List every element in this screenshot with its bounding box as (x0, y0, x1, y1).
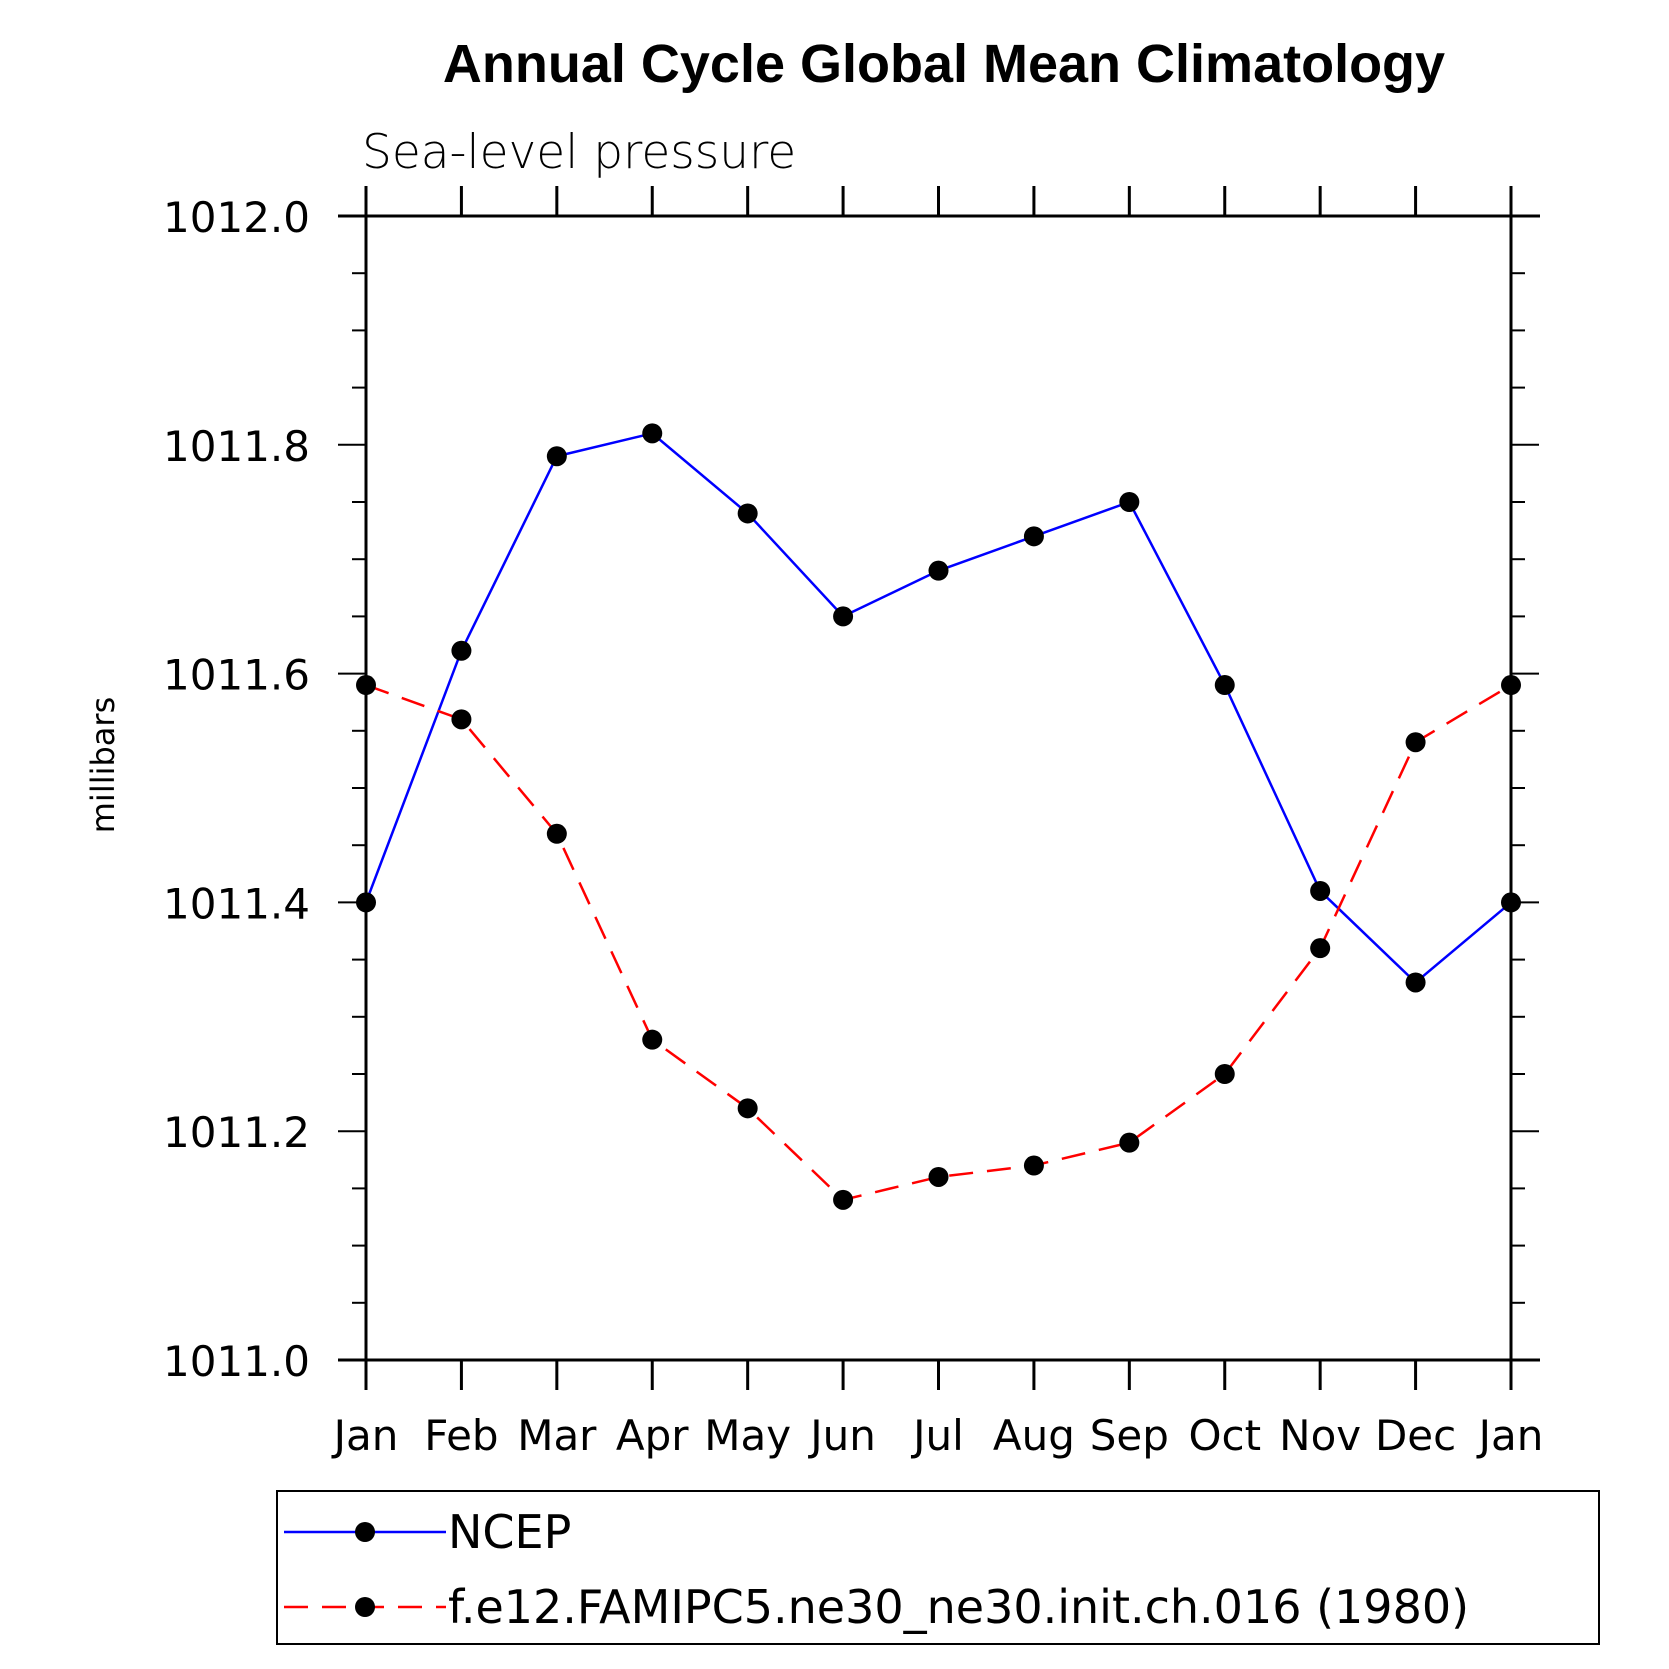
legend-label-1: NCEP (448, 1505, 571, 1559)
axes (338, 186, 1540, 1390)
x-tick-label: Apr (616, 1411, 689, 1460)
x-tick-labels: Jan Feb Mar Apr May Jun Jul Aug Sep Oct Nov Dec Jan (331, 1411, 1544, 1460)
data-point (833, 1189, 854, 1210)
data-point (1214, 1064, 1235, 1084)
data-point (833, 606, 854, 627)
data-point (356, 892, 376, 913)
x-tick-label: Mar (517, 1411, 597, 1460)
chart-subtitle: Sea-level pressure (362, 125, 796, 180)
x-tick-label: Dec (1375, 1411, 1456, 1460)
y-tick-label: 1011.6 (163, 651, 310, 700)
y-tick-label: 1011.8 (163, 422, 310, 471)
data-point (1405, 732, 1426, 753)
data-point (737, 1098, 758, 1119)
data-point (1023, 526, 1044, 547)
data-point (1310, 938, 1331, 959)
y-tick-label: 1011.4 (163, 879, 310, 928)
legend: NCEP f.e12.FAMIPC5.ne30_ne30.init.ch.016 … (276, 1490, 1600, 1645)
x-tick-label: Aug (993, 1411, 1075, 1460)
data-point (928, 560, 949, 581)
x-tick-label: May (704, 1411, 791, 1460)
x-tick-label: Jun (807, 1411, 876, 1460)
data-point (1501, 892, 1521, 913)
series-line-2 (365, 683, 1512, 1202)
data-point (451, 640, 472, 661)
data-point (451, 709, 472, 730)
legend-marker-1 (355, 1522, 375, 1542)
x-tick-label: Jul (910, 1411, 964, 1460)
x-tick-label: Jan (331, 1411, 399, 1460)
y-tick-label: 1011.0 (163, 1337, 310, 1386)
data-point (1214, 675, 1235, 696)
x-tick-label: Jan (1476, 1411, 1544, 1460)
x-tick-label: Oct (1188, 1411, 1261, 1460)
legend-marker-2 (355, 1597, 375, 1617)
data-point (1119, 1132, 1140, 1153)
data-point (1405, 972, 1426, 993)
y-tick-labels: 1011.0 1011.2 1011.4 1011.6 1011.8 1012.0 (163, 193, 310, 1386)
data-point (546, 823, 567, 844)
data-point (1310, 880, 1331, 901)
y-tick-label: 1011.2 (163, 1108, 310, 1157)
series-group (356, 423, 1521, 1210)
data-point (546, 446, 567, 467)
series-line-1 (364, 431, 1512, 985)
y-tick-label: 1012.0 (163, 193, 310, 242)
data-point (928, 1166, 949, 1187)
data-point (642, 1029, 663, 1050)
legend-label-2: f.e12.FAMIPC5.ne30_ne30.init.ch.016 (198… (448, 1580, 1469, 1634)
data-point (737, 503, 758, 524)
x-tick-label: Feb (424, 1411, 498, 1460)
data-point (356, 675, 376, 696)
y-axis-label: millibars (84, 697, 122, 833)
chart-title: Annual Cycle Global Mean Climatology (443, 34, 1445, 94)
data-point (1501, 675, 1521, 696)
data-point (1119, 492, 1140, 512)
legend-box (276, 1490, 1600, 1645)
data-point (642, 423, 663, 444)
x-tick-label: Sep (1090, 1411, 1169, 1460)
x-tick-label: Nov (1279, 1411, 1361, 1460)
data-point (1023, 1155, 1044, 1176)
